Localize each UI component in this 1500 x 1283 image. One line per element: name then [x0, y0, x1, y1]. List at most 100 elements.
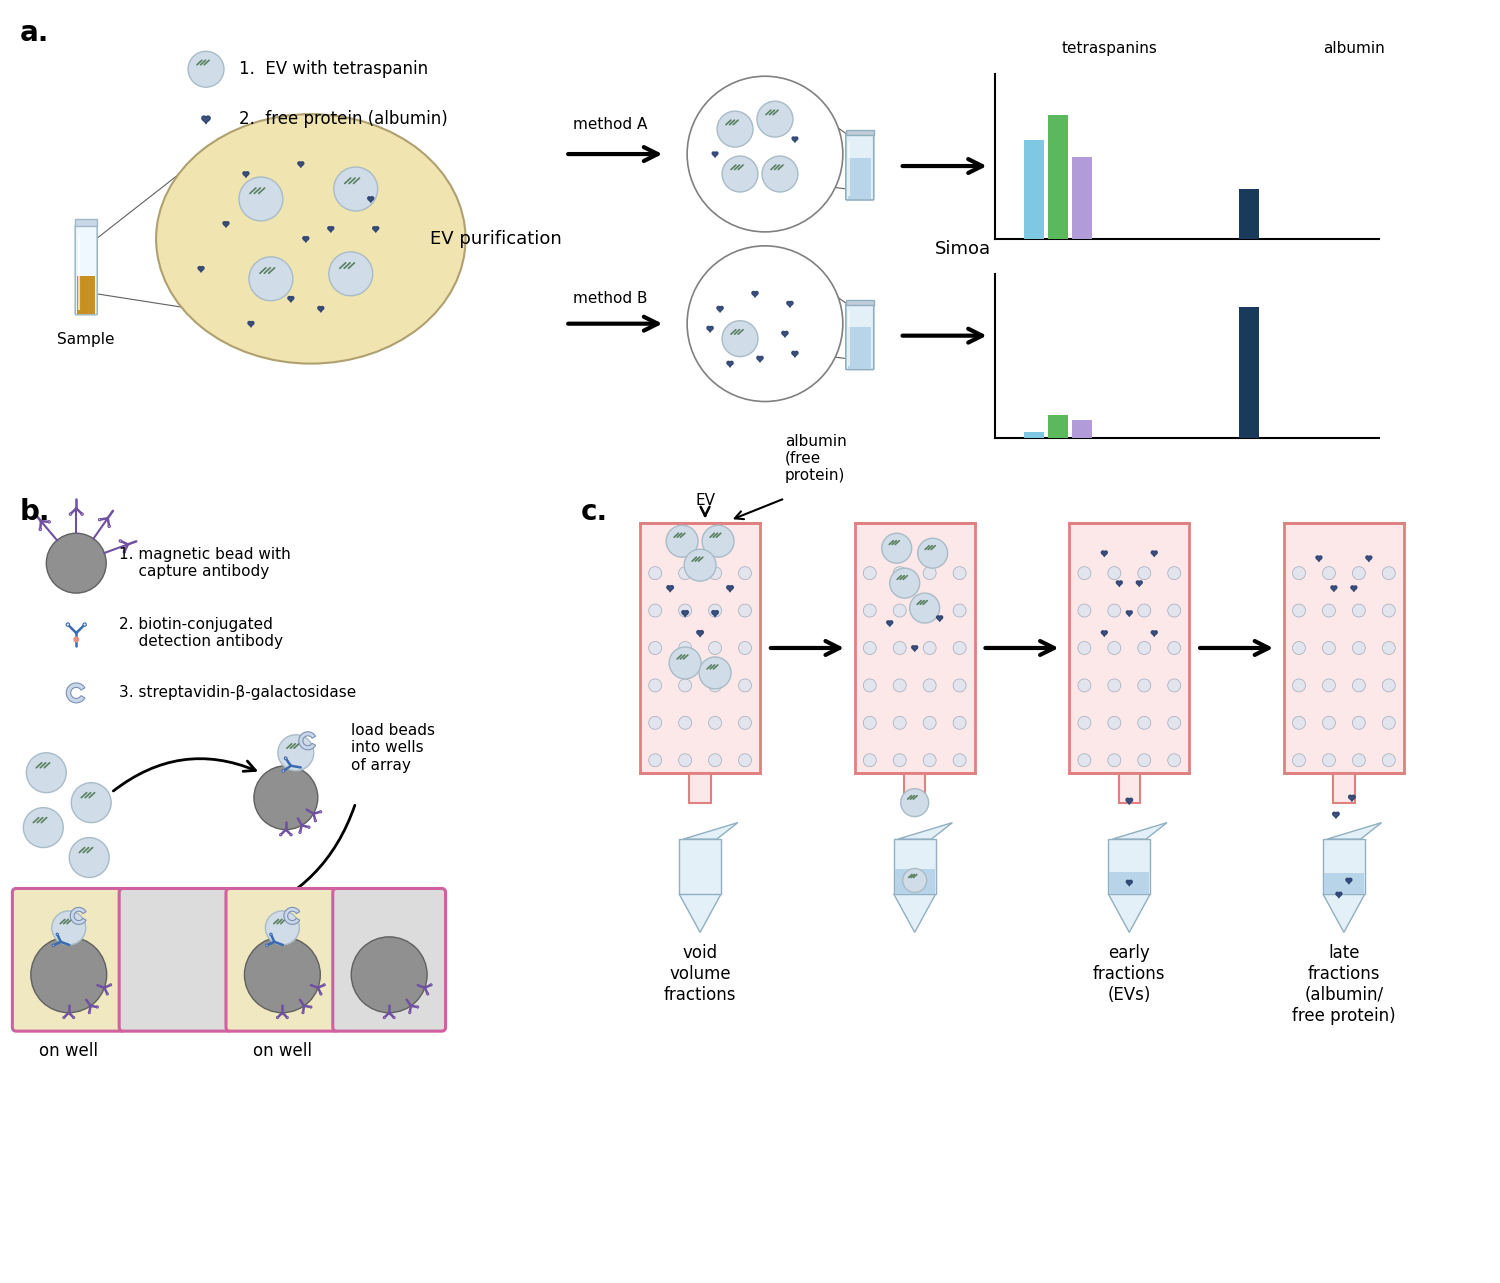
Circle shape: [678, 716, 692, 729]
Circle shape: [1078, 567, 1090, 580]
Circle shape: [892, 567, 906, 580]
Circle shape: [738, 642, 752, 654]
FancyBboxPatch shape: [846, 304, 874, 370]
Text: on well: on well: [39, 1042, 99, 1060]
Circle shape: [1078, 604, 1090, 617]
Circle shape: [648, 604, 662, 617]
Circle shape: [909, 593, 939, 624]
Circle shape: [722, 321, 758, 357]
Circle shape: [1383, 753, 1395, 767]
Circle shape: [351, 937, 427, 1012]
Circle shape: [302, 1011, 304, 1014]
Circle shape: [918, 539, 948, 568]
Circle shape: [88, 1011, 90, 1014]
Circle shape: [74, 636, 80, 643]
FancyBboxPatch shape: [333, 888, 446, 1032]
Circle shape: [882, 534, 912, 563]
Circle shape: [1323, 716, 1335, 729]
Polygon shape: [318, 307, 324, 312]
Text: method A: method A: [573, 117, 648, 132]
Text: a.: a.: [20, 19, 48, 47]
Polygon shape: [682, 611, 688, 617]
Circle shape: [1138, 567, 1150, 580]
Circle shape: [1353, 642, 1365, 654]
Polygon shape: [243, 172, 249, 177]
Polygon shape: [1316, 556, 1322, 562]
Circle shape: [708, 716, 722, 729]
Circle shape: [864, 642, 876, 654]
Circle shape: [708, 604, 722, 617]
Circle shape: [315, 820, 316, 821]
Circle shape: [708, 642, 722, 654]
Circle shape: [290, 834, 292, 835]
Bar: [894, 870, 934, 894]
Wedge shape: [298, 731, 315, 749]
Wedge shape: [284, 907, 300, 924]
Text: albumin: albumin: [1323, 41, 1384, 56]
Polygon shape: [1152, 550, 1156, 557]
Circle shape: [708, 679, 722, 692]
Bar: [904, 772, 926, 803]
Text: 3. streptavidin-β-galactosidase: 3. streptavidin-β-galactosidase: [118, 685, 357, 701]
Circle shape: [952, 716, 966, 729]
Circle shape: [1293, 716, 1305, 729]
Circle shape: [669, 647, 700, 679]
Polygon shape: [368, 196, 374, 203]
Circle shape: [320, 993, 322, 994]
Circle shape: [1167, 567, 1180, 580]
Circle shape: [1078, 753, 1090, 767]
Circle shape: [1078, 642, 1090, 654]
Circle shape: [648, 679, 662, 692]
Polygon shape: [202, 115, 210, 123]
Bar: [1070, 523, 1190, 772]
Circle shape: [1293, 642, 1305, 654]
Circle shape: [892, 753, 906, 767]
Polygon shape: [372, 227, 378, 232]
Circle shape: [1383, 604, 1395, 617]
Circle shape: [922, 604, 936, 617]
Circle shape: [1353, 716, 1365, 729]
Circle shape: [922, 753, 936, 767]
Polygon shape: [198, 267, 204, 272]
Text: on well: on well: [254, 1042, 312, 1060]
Bar: [1239, 307, 1258, 439]
Bar: [1072, 157, 1092, 239]
Circle shape: [864, 567, 876, 580]
Polygon shape: [717, 307, 723, 312]
Circle shape: [892, 679, 906, 692]
Polygon shape: [712, 151, 718, 157]
Circle shape: [417, 1006, 419, 1008]
Circle shape: [722, 157, 758, 192]
Circle shape: [308, 826, 310, 829]
Circle shape: [48, 521, 51, 523]
Circle shape: [678, 679, 692, 692]
Circle shape: [266, 911, 300, 944]
Bar: [1108, 839, 1150, 894]
Polygon shape: [706, 326, 712, 332]
Polygon shape: [936, 616, 942, 621]
Circle shape: [81, 513, 84, 516]
Polygon shape: [894, 894, 936, 933]
Circle shape: [1108, 679, 1120, 692]
Circle shape: [1167, 679, 1180, 692]
Circle shape: [1323, 567, 1335, 580]
Circle shape: [922, 567, 936, 580]
Polygon shape: [758, 357, 764, 362]
Polygon shape: [1126, 798, 1132, 804]
Circle shape: [39, 529, 42, 530]
Bar: [849, 158, 871, 199]
Circle shape: [53, 911, 86, 944]
FancyBboxPatch shape: [12, 888, 125, 1032]
Circle shape: [1353, 679, 1365, 692]
Circle shape: [324, 984, 326, 985]
Circle shape: [320, 811, 321, 812]
Text: late
fractions
(albumin/
free protein): late fractions (albumin/ free protein): [1292, 944, 1395, 1025]
Polygon shape: [1323, 894, 1365, 933]
Circle shape: [922, 679, 936, 692]
Polygon shape: [1137, 581, 1143, 586]
Circle shape: [63, 1016, 64, 1019]
Circle shape: [1323, 604, 1335, 617]
Circle shape: [69, 513, 72, 516]
Circle shape: [738, 753, 752, 767]
Polygon shape: [886, 621, 892, 626]
